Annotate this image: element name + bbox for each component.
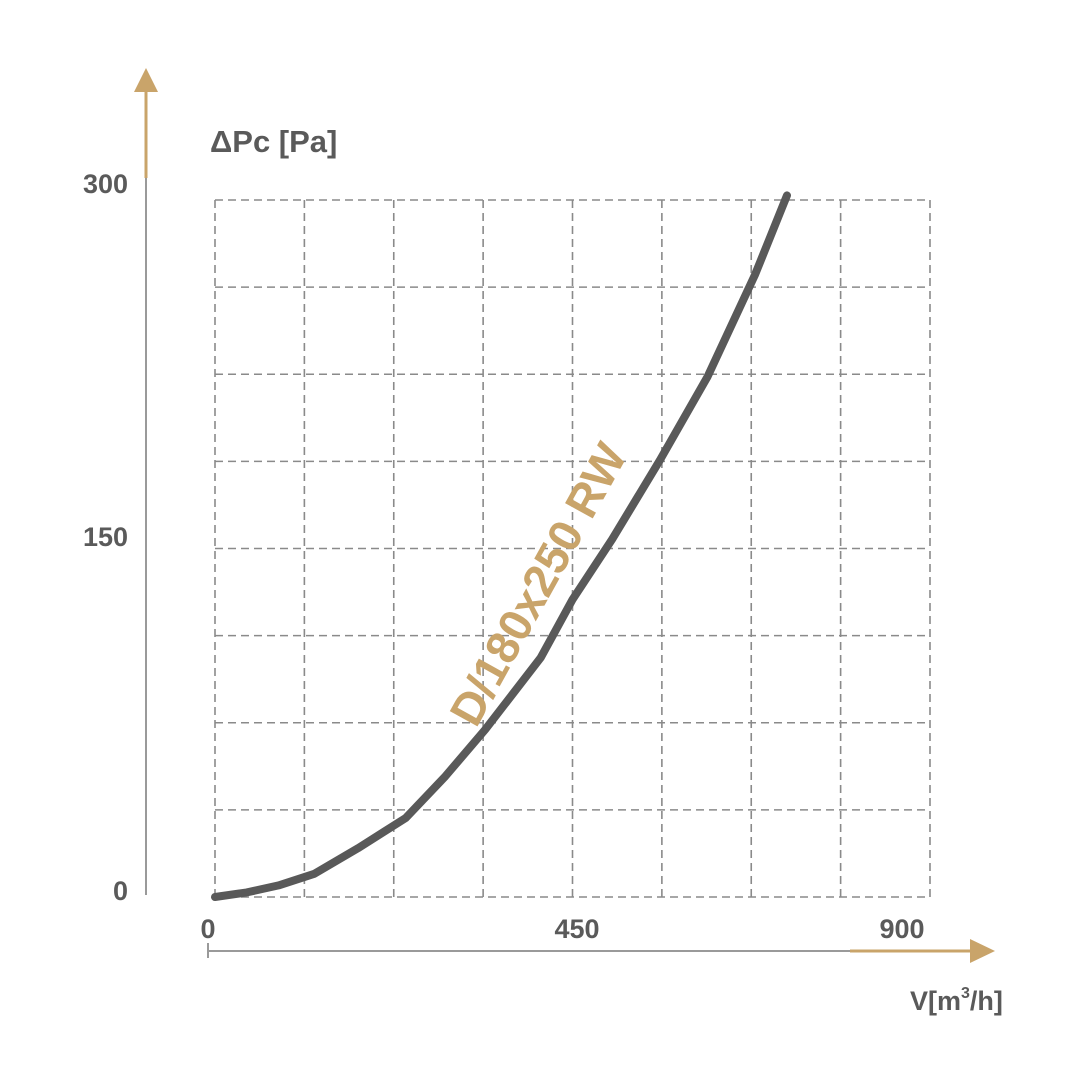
series-label-group: D/180x250 RW xyxy=(439,434,637,734)
x-axis-arrow-head xyxy=(970,939,995,963)
x-tick-label: 450 xyxy=(554,914,599,944)
curve-group xyxy=(211,191,791,901)
series-line xyxy=(211,191,791,901)
y-axis-title: ΔPc [Pa] xyxy=(210,124,337,159)
x-tick-label: 0 xyxy=(200,914,215,944)
series-label: D/180x250 RW xyxy=(439,434,637,734)
y-tick-label: 0 xyxy=(113,876,128,906)
x-axis-title: V[m3/h] xyxy=(910,985,1003,1016)
x-tick-label: 900 xyxy=(879,914,924,944)
y-tick-label: 150 xyxy=(83,522,128,552)
y-tick-label: 300 xyxy=(83,169,128,199)
axis-ticks: 0 150 300 0 450 900 xyxy=(83,169,925,944)
chart-grid xyxy=(214,199,931,898)
y-axis-arrow-head xyxy=(134,68,158,92)
